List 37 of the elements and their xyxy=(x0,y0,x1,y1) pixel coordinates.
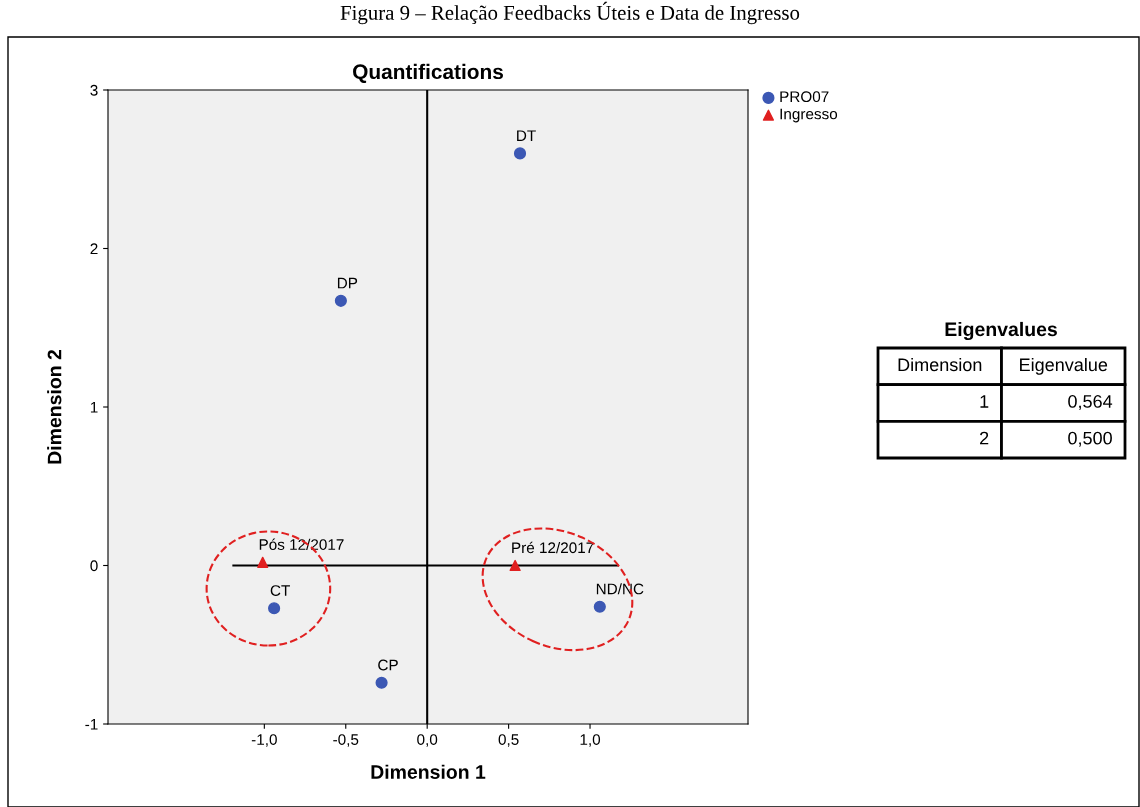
point xyxy=(375,676,388,689)
x-tick-label: -0,5 xyxy=(333,734,359,747)
text: 1 xyxy=(980,395,989,408)
annotation: Pré 12/2017 xyxy=(512,541,594,554)
text: 0,500 xyxy=(1068,431,1112,447)
annotation: CP xyxy=(378,659,398,671)
legend-label: Ingresso xyxy=(780,108,838,123)
annotation: DP xyxy=(337,277,358,289)
y-tick-label: 3 xyxy=(90,84,98,96)
y-tick-label: 2 xyxy=(90,243,98,255)
chart-title: Figura 9 – Relação Feedbacks Úteis e Data de Ingresso xyxy=(340,1,800,25)
x-tick-label: -1,0 xyxy=(251,734,277,747)
legend-label: PRO07 xyxy=(780,91,829,103)
y-axis-title: Dimension 2 xyxy=(47,349,62,464)
point xyxy=(509,559,521,572)
x-tick-label: 0,0 xyxy=(417,734,438,747)
text: Dimension xyxy=(898,357,982,372)
point xyxy=(257,556,269,568)
point xyxy=(268,602,281,615)
text: Eigenvalues xyxy=(945,321,1057,341)
annotation: DT xyxy=(517,130,536,141)
y-tick-label: 0 xyxy=(90,560,98,572)
text: 2 xyxy=(980,431,989,445)
annotation: Pós 12/2017 xyxy=(259,538,344,550)
text: Eigenvalue xyxy=(1020,357,1108,375)
point xyxy=(593,600,606,613)
y-tick-label: 1 xyxy=(90,402,98,413)
point xyxy=(513,147,527,160)
chart-subtitle: Quantifications xyxy=(353,63,503,83)
x-tick-label: 0,5 xyxy=(498,734,519,747)
x-tick-label: 1,0 xyxy=(580,734,601,747)
annotation: CT xyxy=(270,585,290,596)
annotation: ND/NC xyxy=(596,583,644,595)
text: 0,564 xyxy=(1068,395,1113,410)
point xyxy=(334,294,347,307)
x-axis-title: Dimension 1 xyxy=(371,764,486,779)
y-tick-label: -1 xyxy=(85,719,98,730)
